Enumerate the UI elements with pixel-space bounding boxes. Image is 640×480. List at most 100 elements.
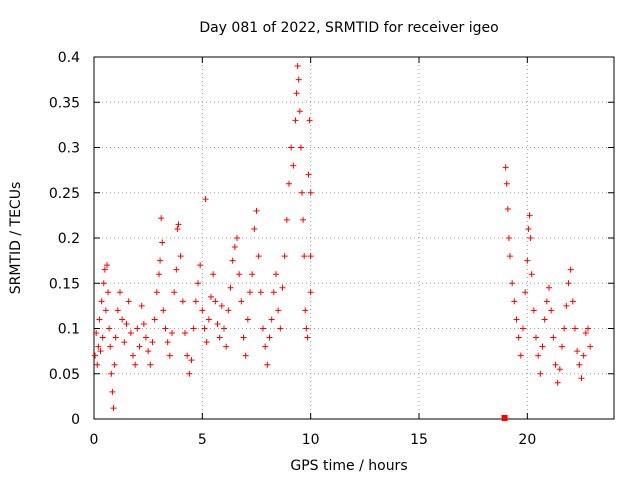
- data-point: [236, 271, 243, 278]
- data-point: [227, 284, 234, 291]
- data-point: [145, 348, 152, 355]
- data-point: [114, 307, 121, 314]
- data-point: [574, 348, 581, 355]
- data-point: [208, 293, 214, 300]
- data-point: [563, 302, 570, 309]
- data-point: [121, 339, 128, 346]
- data-point: [153, 289, 160, 296]
- data-point: [160, 307, 167, 314]
- data-point: [294, 63, 301, 70]
- data-point: [130, 352, 136, 359]
- data-point: [528, 271, 535, 278]
- data-point: [96, 316, 103, 323]
- data-point: [149, 339, 156, 346]
- data-point: [304, 334, 311, 341]
- data-point: [201, 325, 208, 332]
- data-point: [275, 307, 282, 314]
- data-point: [138, 302, 145, 309]
- data-point: [300, 216, 307, 223]
- data-point: [515, 334, 522, 341]
- data-point: [307, 253, 314, 260]
- data-point: [299, 189, 305, 196]
- data-point: [95, 343, 102, 350]
- data-point: [108, 370, 115, 377]
- data-point: [541, 316, 548, 323]
- data-point: [522, 289, 529, 296]
- data-point: [266, 334, 273, 341]
- data-point: [260, 325, 266, 332]
- data-point: [93, 330, 100, 337]
- data-point: [264, 361, 271, 368]
- y-tick-label: 0.4: [58, 50, 80, 66]
- data-point: [297, 144, 304, 151]
- data-point: [554, 379, 561, 386]
- data-point: [210, 271, 217, 278]
- data-point: [561, 325, 568, 332]
- data-point: [102, 307, 109, 314]
- data-point: [162, 325, 169, 332]
- data-point: [526, 212, 533, 219]
- data-point: [525, 225, 532, 232]
- x-tick-label: 10: [302, 432, 320, 448]
- data-point: [270, 289, 277, 296]
- data-point: [195, 280, 201, 287]
- data-point: [123, 320, 130, 327]
- data-point: [166, 352, 173, 359]
- data-point: [94, 361, 101, 368]
- data-point: [159, 239, 166, 246]
- data-point: [303, 325, 310, 332]
- data-point: [203, 339, 210, 346]
- data-point: [507, 253, 513, 260]
- data-point: [238, 298, 245, 305]
- data-point: [587, 343, 594, 350]
- axis-ticks: 0 5 10 15 20 0 0.05 0.1 0.15 0.2 0.25 0.3 0.35 0.4: [49, 50, 614, 448]
- data-point: [107, 343, 114, 350]
- data-point: [257, 289, 264, 296]
- data-point: [184, 352, 191, 359]
- data-point: [119, 316, 126, 323]
- data-point: [156, 271, 162, 278]
- data-point: [305, 171, 312, 178]
- data-point: [111, 361, 118, 368]
- data-point: [548, 307, 555, 314]
- y-tick-label: 0.05: [49, 367, 80, 383]
- data-point: [546, 284, 552, 291]
- data-point: [279, 284, 286, 291]
- data-point: [106, 325, 113, 332]
- data-point: [140, 320, 147, 327]
- data-point: [214, 320, 221, 327]
- data-point: [502, 164, 509, 171]
- data-point: [517, 352, 524, 359]
- data-point: [505, 235, 512, 241]
- data-point: [539, 343, 546, 350]
- data-point: [158, 215, 165, 222]
- data-point: [244, 316, 251, 323]
- data-point: [175, 221, 182, 228]
- grid-lines: [94, 57, 614, 419]
- data-point: [286, 180, 292, 187]
- data-point: [179, 298, 186, 305]
- data-point: [221, 325, 227, 332]
- data-point: [136, 343, 143, 350]
- y-tick-label: 0.25: [49, 186, 80, 202]
- data-point: [283, 216, 290, 223]
- x-tick-label: 5: [198, 432, 207, 448]
- data-point: [307, 289, 314, 296]
- data-point: [99, 334, 106, 341]
- data-point: [110, 405, 117, 412]
- data-point: [151, 316, 158, 323]
- data-point: [273, 271, 279, 278]
- data-point: [171, 289, 178, 296]
- x-axis-label: GPS time / hours: [290, 458, 407, 474]
- data-point: [225, 307, 232, 314]
- data-point: [188, 357, 195, 364]
- data-point: [134, 325, 141, 332]
- data-point: [231, 244, 238, 251]
- data-point: [527, 235, 534, 241]
- data-point: [585, 325, 591, 332]
- data-point: [97, 348, 104, 355]
- data-point: [268, 316, 275, 323]
- data-point: [223, 343, 230, 350]
- data-point: [565, 280, 572, 287]
- data-point: [117, 289, 123, 296]
